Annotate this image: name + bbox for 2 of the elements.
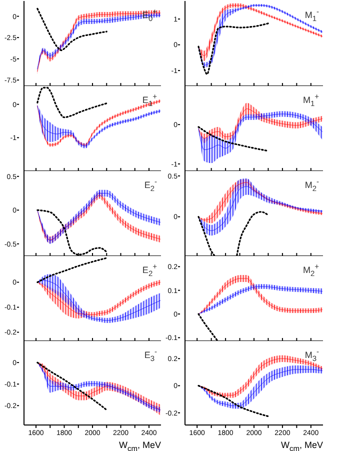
- x-axis-title: W$_{cm}$, MeV: [280, 439, 323, 451]
- x-axis-title: W$_{cm}$, MeV: [118, 439, 161, 451]
